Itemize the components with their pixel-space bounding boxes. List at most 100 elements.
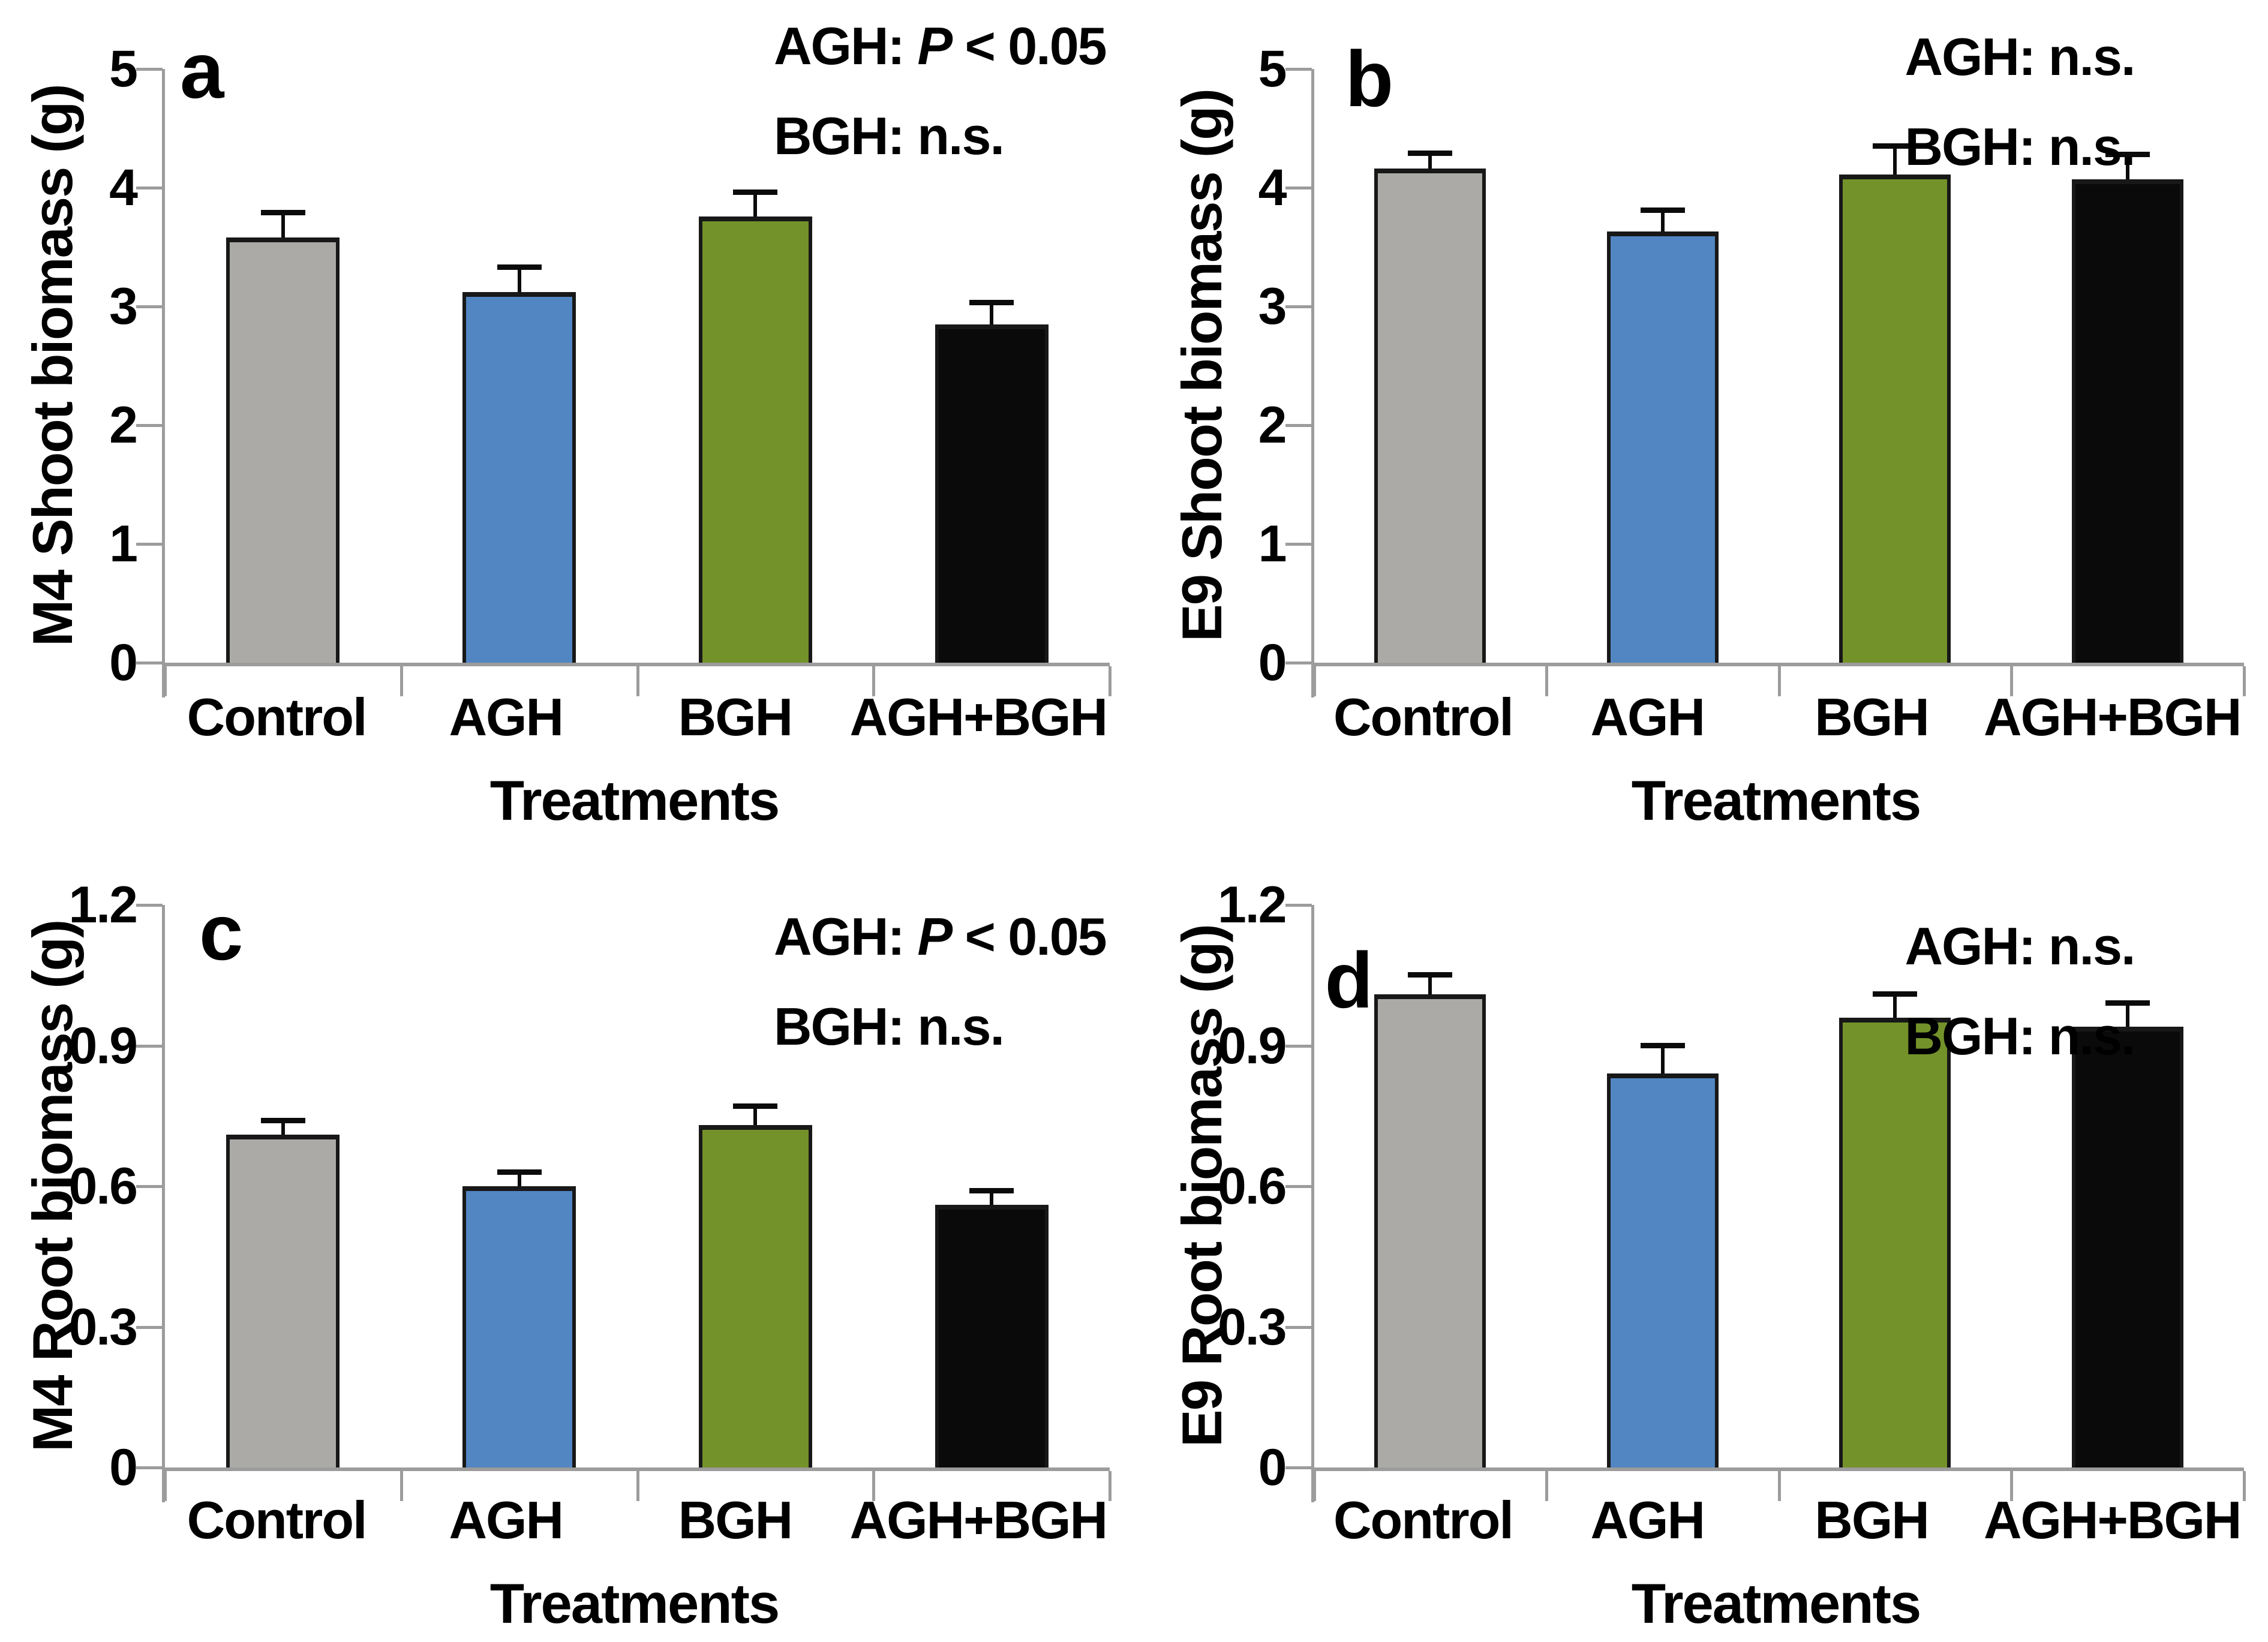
x-labels: Control AGH BGH AGH+BGH <box>1311 1490 2242 1550</box>
axis-corner-tick <box>162 663 165 697</box>
y-tick-mark <box>136 904 163 907</box>
bar-agh-bgh <box>2071 1027 2183 1467</box>
x-label: Control <box>1333 687 1514 747</box>
bar-agh <box>462 1186 576 1467</box>
error-bar-line <box>281 212 285 238</box>
bar-agh-bgh <box>935 324 1049 663</box>
annotation-line: AGH: P < 0.05 <box>774 892 1107 982</box>
axis-corner-tick <box>1311 1467 1314 1502</box>
panel-d: d E9 Root biomass (g) 1.2 0.9 0.6 0.3 0 Cont… <box>1134 821 2268 1642</box>
annotation-text: BGH: n.s. <box>774 106 1005 166</box>
x-label: AGH <box>449 1490 564 1550</box>
y-tick-label: 0.3 <box>1217 1298 1287 1356</box>
x-label: Control <box>187 687 368 747</box>
error-bar-cap <box>1640 207 1685 213</box>
x-label: Control <box>187 1490 368 1550</box>
y-tick-mark <box>136 68 163 71</box>
y-tick-mark <box>1285 1044 1312 1048</box>
x-axis-title: Treatments <box>1631 769 1922 832</box>
error-bar-line <box>753 192 758 216</box>
bar-control <box>226 237 340 663</box>
y-tick-label: 2 <box>1258 396 1287 454</box>
x-axis-title: Treatments <box>489 769 780 832</box>
error-bar-cap <box>1640 1042 1685 1048</box>
axis-corner-tick <box>162 1467 165 1502</box>
x-axis-title: Treatments <box>489 1572 780 1635</box>
x-tick-mark <box>1109 666 1112 696</box>
x-label: Control <box>1333 1490 1514 1550</box>
error-bar-cap <box>1873 991 1918 997</box>
y-tick-label: 0.9 <box>1217 1017 1287 1075</box>
y-tick-mark <box>1285 543 1312 546</box>
error-bar-line <box>2125 154 2129 180</box>
x-label: AGH <box>449 687 564 747</box>
x-tick-mark <box>164 666 167 696</box>
x-labels: Control AGH BGH AGH+BGH <box>162 687 1108 747</box>
plot-area <box>136 904 1112 1502</box>
y-tick-mark <box>1285 904 1312 907</box>
x-tick-mark <box>1312 1471 1316 1501</box>
x-tick-mark <box>2010 666 2013 696</box>
panel-letter: c <box>199 888 243 976</box>
bar-control <box>1374 994 1486 1467</box>
y-tick-mark <box>1285 187 1312 190</box>
x-tick-mark <box>2242 666 2246 696</box>
x-label: BGH <box>1815 1490 1930 1550</box>
y-tick-label: 1 <box>1258 515 1287 573</box>
x-tick-mark <box>872 666 876 696</box>
y-tick-mark <box>1285 1325 1312 1329</box>
annotation-text: AGH: <box>774 907 918 966</box>
y-tick-mark <box>136 661 163 664</box>
y-tick-mark <box>136 1185 163 1188</box>
x-tick-mark <box>1777 666 1781 696</box>
y-tick-mark <box>1285 68 1312 71</box>
annotation: AGH: P < 0.05 BGH: n.s. <box>774 892 1107 1071</box>
bar-bgh <box>698 216 812 663</box>
x-tick-mark <box>1545 666 1548 696</box>
x-labels: Control AGH BGH AGH+BGH <box>162 1490 1108 1550</box>
annotation-text: BGH: n.s. <box>1904 1006 2136 1066</box>
error-bar-line <box>517 1172 521 1186</box>
annotation-text: BGH: n.s. <box>774 996 1005 1056</box>
error-bar-line <box>1428 975 1432 994</box>
y-tick-mark <box>136 305 163 308</box>
y-tick-labels: 1.2 0.9 0.6 0.3 0 <box>1172 879 1287 1493</box>
error-bar-cap <box>1408 150 1453 156</box>
annotation-line: AGH: n.s. <box>1905 901 2136 991</box>
x-label: AGH+BGH <box>1983 687 2242 747</box>
x-label: AGH <box>1590 1490 1705 1550</box>
bar-bgh <box>698 1125 812 1467</box>
annotation-line: AGH: n.s. <box>1905 12 2136 102</box>
error-bar-line <box>1893 146 1897 175</box>
error-bar-line <box>1893 994 1897 1018</box>
annotation: AGH: n.s. BGH: n.s. <box>1905 12 2136 191</box>
x-tick-mark <box>2242 1471 2246 1501</box>
x-label: AGH+BGH <box>849 687 1108 747</box>
y-tick-label: 0.6 <box>1217 1157 1287 1215</box>
x-axis-title: Treatments <box>1631 1572 1922 1635</box>
y-tick-mark <box>1285 661 1312 664</box>
x-label: AGH <box>1590 687 1705 747</box>
x-label: BGH <box>678 1490 794 1550</box>
axis-corner-tick <box>1311 663 1314 697</box>
plot-area <box>1285 68 2246 697</box>
x-tick-mark <box>164 1471 167 1501</box>
bar-agh <box>462 292 576 663</box>
error-bar-line <box>1428 153 1432 169</box>
y-tick-labels: 1.2 0.9 0.6 0.3 0 <box>23 879 138 1493</box>
bar-control <box>226 1135 340 1467</box>
y-tick-mark <box>1285 305 1312 308</box>
error-bar-cap <box>1873 143 1918 149</box>
panel-c: c M4 Root biomass (g) 1.2 0.9 0.6 0.3 0 Cont… <box>0 821 1134 1642</box>
y-tick-labels: 5 4 3 2 1 0 <box>23 43 138 688</box>
error-bar-line <box>517 267 521 293</box>
y-tick-label: 4 <box>109 159 138 216</box>
bar-bgh <box>1839 175 1951 663</box>
error-bar-cap <box>260 209 305 215</box>
y-tick-mark <box>1285 424 1312 427</box>
y-tick-mark <box>136 543 163 546</box>
x-tick-mark <box>1109 1471 1112 1501</box>
x-label: AGH+BGH <box>1983 1490 2242 1550</box>
annotation-line: AGH: P < 0.05 <box>774 1 1107 91</box>
